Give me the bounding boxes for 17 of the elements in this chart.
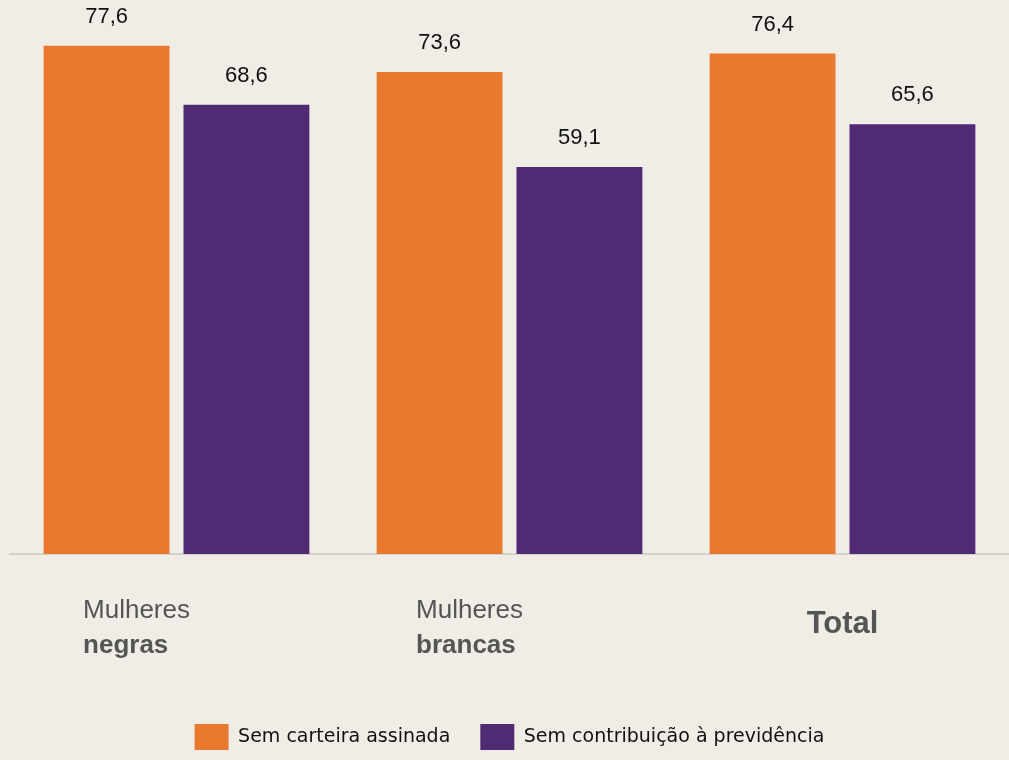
x-tick-label: Mulheres brancas	[416, 594, 523, 660]
x-tick-label: Total	[806, 604, 879, 640]
bar	[849, 124, 976, 554]
legend-label: Sem carteira assinada	[238, 723, 451, 746]
bar	[183, 104, 310, 554]
bar	[43, 45, 170, 554]
bar	[376, 71, 503, 554]
legend-label: Sem contribuição à previdência	[523, 723, 825, 746]
data-label: 77,6	[85, 2, 128, 28]
data-label: 59,1	[558, 123, 601, 149]
x-tick-label: Mulheres negras	[83, 594, 190, 660]
data-label: 65,6	[891, 81, 934, 107]
data-label: 68,6	[225, 61, 268, 87]
data-label: 73,6	[418, 28, 461, 54]
bar	[709, 53, 836, 554]
data-label: 76,4	[751, 10, 794, 36]
bar	[516, 166, 643, 554]
